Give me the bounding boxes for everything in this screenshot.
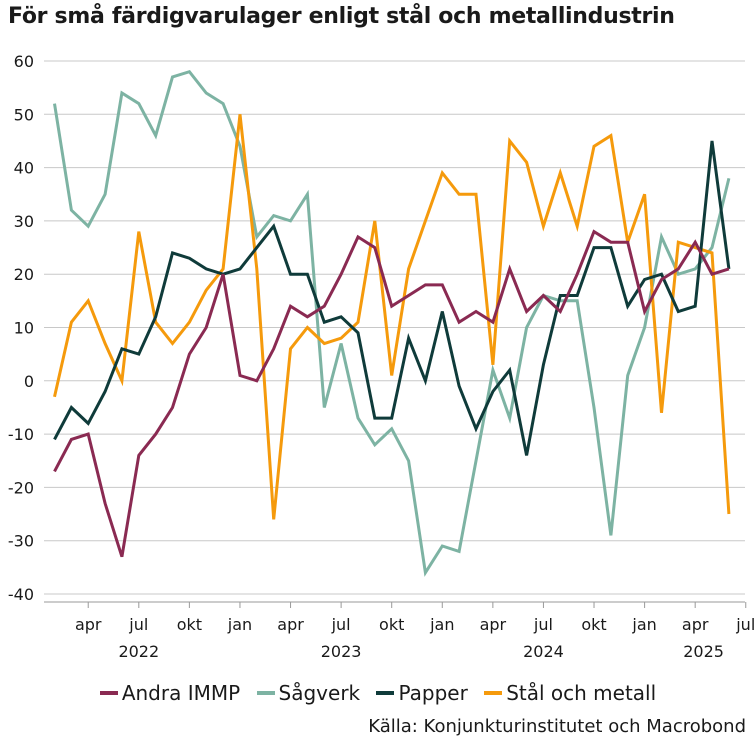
y-tick-label: -20 xyxy=(8,478,34,497)
y-tick-label: 50 xyxy=(14,105,34,124)
x-year-label: 2024 xyxy=(523,642,564,661)
legend-label: Sågverk xyxy=(278,681,361,705)
legend-item-papper: Papper xyxy=(376,681,468,705)
x-tick-label: jul xyxy=(533,615,553,634)
legend-label: Papper xyxy=(398,681,468,705)
source-note: Källa: Konjunkturinstitutet och Macrobon… xyxy=(368,716,746,737)
legend-label: Stål och metall xyxy=(506,681,657,705)
x-tick-label: apr xyxy=(277,615,304,634)
chart-title: För små färdigvarulager enligt stål och … xyxy=(8,4,675,29)
x-tick-label: okt xyxy=(379,615,404,634)
series-line-stal-och-metall xyxy=(53,114,731,520)
series-line-andra-immp xyxy=(53,229,730,558)
y-tick-label: 40 xyxy=(14,159,34,178)
x-tick-label: jul xyxy=(331,615,351,634)
x-tick-label: okt xyxy=(581,615,606,634)
legend-label: Andra IMMP xyxy=(121,681,241,705)
x-year-label: 2022 xyxy=(118,642,159,661)
y-tick-label: 20 xyxy=(14,265,34,284)
legend-swatch-andra-immp xyxy=(99,691,118,695)
legend: Andra IMMP Sågverk Papper Stål och metal… xyxy=(0,676,756,705)
y-tick-label: 30 xyxy=(14,212,34,231)
x-tick-label: jan xyxy=(631,615,656,634)
legend-swatch-sagverk xyxy=(256,691,275,695)
x-year-label: 2023 xyxy=(321,642,362,661)
y-tick-label: 60 xyxy=(14,52,34,71)
x-tick-label: apr xyxy=(480,615,507,634)
y-tick-label: 10 xyxy=(14,319,34,338)
x-tick-label: jan xyxy=(429,615,454,634)
x-tick-label: jul xyxy=(735,615,755,634)
legend-item-andra-immp: Andra IMMP xyxy=(99,681,241,705)
series-line-papper xyxy=(53,140,731,456)
x-year-label: 2025 xyxy=(683,642,724,661)
y-tick-label: 0 xyxy=(24,372,34,391)
legend-swatch-stal-och-metall xyxy=(484,691,503,695)
x-axis: apr jul okt jan apr jul okt jan apr jul okt jan apr j… xyxy=(44,601,755,661)
x-tick-label: jan xyxy=(227,615,252,634)
legend-swatch-papper xyxy=(376,691,395,695)
series-lines xyxy=(53,69,731,577)
x-tick-label: apr xyxy=(75,615,102,634)
x-tick-label: okt xyxy=(177,615,202,634)
x-tick-label: apr xyxy=(682,615,709,634)
legend-item-sagverk: Sågverk xyxy=(256,681,361,705)
y-axis: 60 50 40 30 20 10 0 -10 -20 -30 -40 xyxy=(8,52,34,604)
y-tick-label: -10 xyxy=(8,425,34,444)
legend-item-stal-och-metall: Stål och metall xyxy=(484,681,656,705)
y-tick-label: -40 xyxy=(8,585,34,604)
gridlines xyxy=(44,60,745,595)
x-tick-label: jul xyxy=(128,615,148,634)
y-tick-label: -30 xyxy=(8,532,34,551)
series-line-sagverk xyxy=(53,69,731,577)
